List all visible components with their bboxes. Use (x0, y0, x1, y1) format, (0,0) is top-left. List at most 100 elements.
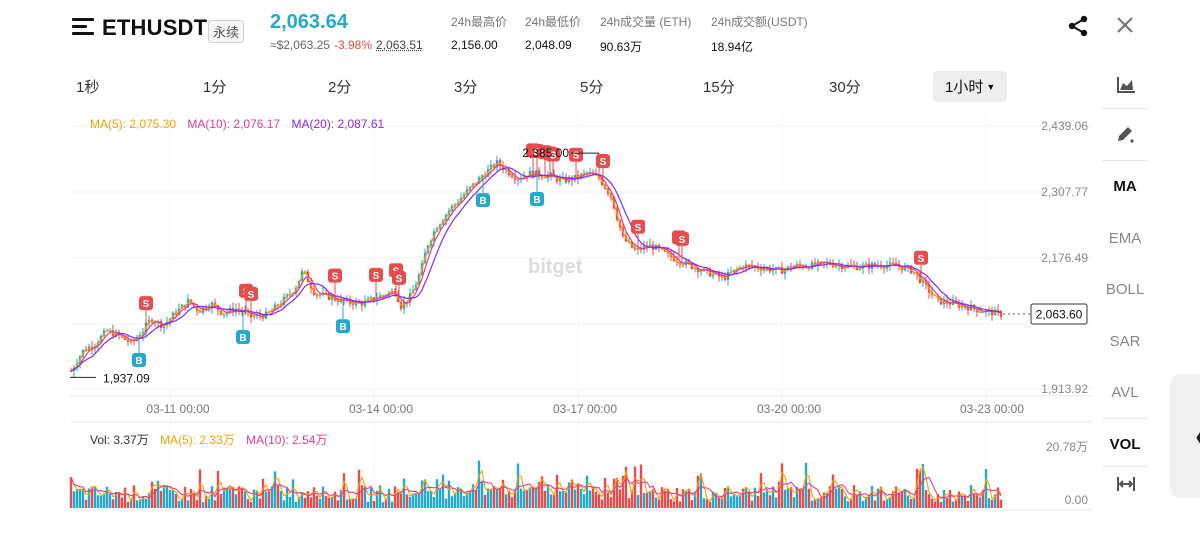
volume-bar (168, 490, 172, 508)
volume-bar (429, 491, 433, 508)
sell-signal (675, 231, 689, 246)
price-tick-label: 2,439.06 (1041, 119, 1088, 133)
volume-bar (555, 474, 559, 508)
fit-width-icon[interactable] (1116, 476, 1136, 492)
volume-bar (753, 487, 757, 508)
volume-bar (336, 500, 340, 508)
indicator-avl[interactable]: AVL (1111, 384, 1139, 401)
tab-2m[interactable]: 2分 (328, 79, 352, 96)
indicator-vol[interactable]: VOL (1109, 436, 1141, 453)
volume-bar (510, 496, 514, 508)
vol-ma10-legend: MA(10): 2.54万 (246, 433, 328, 447)
volume-bar (735, 496, 739, 508)
volume-bar (534, 489, 538, 508)
indicator-boll[interactable]: BOLL (1105, 281, 1145, 298)
volume-tick-label: 20.78万 (1046, 440, 1088, 454)
volume-bar (873, 500, 877, 508)
volume-bar (942, 489, 946, 508)
draw-tool-icon[interactable] (1115, 124, 1135, 144)
indicator-ma[interactable]: MA (1113, 178, 1137, 195)
volume-bar (699, 473, 703, 508)
volume-bar (879, 486, 883, 508)
tab-1s[interactable]: 1秒 (76, 79, 100, 96)
volume-bar (765, 489, 769, 508)
close-icon[interactable] (1114, 14, 1136, 36)
stat-label: 24h成交额(USDT) (711, 15, 808, 29)
mark-price[interactable]: 2,063.51 (376, 38, 423, 52)
sell-signal (369, 267, 383, 282)
volume-bar (897, 492, 901, 508)
tab-5m[interactable]: 5分 (580, 79, 604, 96)
sell-signal-label: S (373, 271, 380, 282)
volume-bar (441, 474, 445, 508)
stat-24h-volume: 24h成交量 (ETH) 90.63万 (600, 13, 691, 55)
volume-bar (789, 487, 793, 508)
volume-bar (186, 500, 190, 508)
volume-bar (558, 491, 562, 508)
volume-bar (72, 491, 76, 508)
volume-bar (900, 491, 904, 508)
volume-bar (162, 485, 166, 508)
tab-1h-label: 1小时 (945, 79, 984, 96)
volume-bar (129, 499, 133, 508)
volume-bar (264, 491, 268, 508)
volume-bar (291, 479, 295, 508)
tab-1h[interactable]: 1小时 ▼ (933, 71, 1008, 102)
tab-3m[interactable]: 3分 (454, 79, 478, 96)
volume-bar (798, 489, 802, 508)
volume-bar (114, 491, 118, 508)
indicator-sar[interactable]: SAR (1109, 333, 1141, 350)
stat-value: 90.63万 (600, 40, 643, 54)
stat-24h-turnover: 24h成交额(USDT) 18.94亿 (711, 13, 808, 55)
buy-signal (336, 319, 350, 334)
volume-bar (918, 470, 922, 508)
volume-bar (300, 491, 304, 508)
ma-legend: MA(5): 2,075.30 MA(10): 2,076.17 MA(20):… (90, 117, 392, 131)
indicator-ema[interactable]: EMA (1108, 230, 1142, 247)
volume-bar (546, 485, 550, 508)
volume-bar (225, 488, 229, 508)
ma-lines (70, 162, 1002, 372)
volume-bar (249, 501, 253, 508)
sell-signal (631, 219, 645, 234)
volume-bar (234, 494, 238, 508)
volume-bar (312, 487, 316, 508)
sell-signal (139, 296, 153, 311)
volume-bar (657, 499, 661, 508)
volume-bar (993, 494, 997, 508)
volume-bar (693, 492, 697, 508)
symbol-title[interactable]: ETHUSDT (102, 15, 208, 40)
volume-bar (414, 492, 418, 508)
sell-signal-label: S (550, 150, 557, 161)
volume-bar (675, 487, 679, 508)
volume-bar (279, 490, 283, 508)
volume-bar (222, 488, 226, 508)
volume-bar (594, 491, 598, 508)
trade-signals: SBSSBSBSSSBSSSSSSBSSSSS (132, 143, 928, 368)
tab-1m[interactable]: 1分 (203, 79, 227, 96)
volume-bar (615, 478, 619, 508)
volume-bar (339, 489, 343, 508)
chart-type-icon[interactable] (1116, 76, 1136, 94)
sell-signal (596, 153, 610, 168)
divider (1102, 108, 1148, 109)
volume-bar (816, 498, 820, 508)
tab-15m[interactable]: 15分 (703, 79, 735, 96)
volume-bar (408, 496, 412, 508)
price-chart[interactable]: SBSSBSBSSSBSSSSSSBSSSSS 2,439.062,307.77… (0, 0, 1100, 520)
volume-bar (321, 486, 325, 508)
volume-bar (96, 495, 100, 508)
menu-icon[interactable] (72, 18, 94, 36)
volume-bar (870, 485, 874, 508)
chart-grid (70, 110, 1092, 511)
tab-30m[interactable]: 30分 (829, 79, 861, 96)
volume-bar (420, 480, 424, 508)
side-panel-toggle[interactable]: 〈 (1170, 374, 1200, 498)
buy-signal (236, 329, 250, 344)
volume-bar (729, 496, 733, 508)
time-tick-label: 03-20 00:00 (757, 402, 821, 416)
volume-bar (597, 494, 601, 508)
ma10-legend: MA(10): 2,076.17 (187, 117, 281, 131)
share-icon[interactable] (1066, 14, 1090, 38)
volume-bars (69, 460, 1003, 508)
